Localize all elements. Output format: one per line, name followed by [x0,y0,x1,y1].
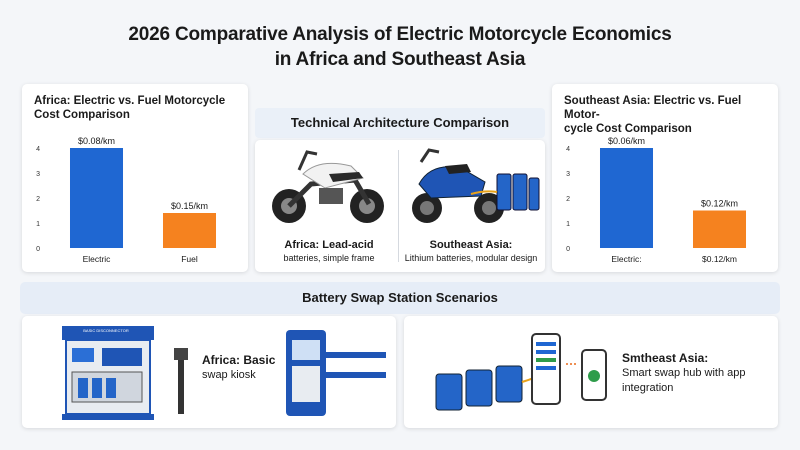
x-category-label: $0.12/km [702,254,737,264]
sea-caption-detail: Lithium batteries, modular design [404,253,538,263]
y-tick-label: 4 [36,146,40,153]
y-tick-label: 0 [36,246,40,253]
data-label: $0.08/km [78,136,115,146]
africa-architecture-caption: Africa: Lead-acid batteries, simple fram… [259,238,399,264]
swap-heading: Battery Swap Station Scenarios [20,282,780,314]
sea-chart-title-line-1: Southeast Asia: Electric vs. Fuel Motor- [564,95,742,121]
y-tick-label: 2 [36,196,40,203]
lithium-scooter-image [412,148,540,223]
africa-caption-detail: batteries, simple frame [283,253,375,263]
x-category-label: Electric: [611,254,641,264]
page-title-line-2: in Africa and Southeast Asia [274,49,526,70]
sea-chart-svg: 0 1 2 3 4 $0.06/km Electric: $0.12/km $0.12/km [566,136,747,264]
africa-chart-title: Africa: Electric vs. Fuel Motorcycle Cos… [34,94,244,122]
y-tick-label: 1 [566,221,570,228]
basic-swap-kiosk-image [62,326,188,420]
kiosk-sign-text: BASIC DISCONNECTOR [83,328,129,333]
architecture-card: Africa: Lead-acid batteries, simple fram… [255,140,545,272]
smart-swap-hub-image [435,333,607,411]
bar-electric [69,148,124,248]
x-category-label: Fuel [181,254,198,264]
sea-swap-caption: Smtheast Asia: Smart swap hub with app i… [622,350,746,396]
page-title-line-1: 2026 Comparative Analysis of Electric Mo… [128,24,672,45]
africa-swap-detail: swap kiosk [202,369,256,381]
africa-swap-title: Africa: Basic [202,353,276,367]
data-label: $0.06/km [608,136,645,146]
sea-architecture-caption: Southeast Asia: Lithium batteries, modul… [401,238,541,264]
sea-chart-title-line-2: cycle Cost Comparison [564,123,692,135]
sea-swap-detail-2: integration [622,382,674,394]
y-tick-label: 4 [566,146,570,153]
africa-chart-title-text: Africa: Electric vs. Fuel Motorcycle Cos… [34,95,226,121]
y-tick-label: 1 [36,221,40,228]
africa-swap-caption: Africa: Basic swap kiosk [202,352,275,383]
africa-swap-card: BASIC DISCONNECTOR Africa: Basic swap ki… [22,316,396,428]
architecture-heading: Technical Architecture Comparison [255,108,545,138]
swap-station-image [286,330,386,416]
sea-swap-detail-1: Smart swap hub with app [622,367,746,379]
sea-caption-title: Southeast Asia: [429,239,513,251]
architecture-divider [398,150,399,262]
bar-electric [599,148,654,248]
page-title: 2026 Comparative Analysis of Electric Mo… [0,22,800,72]
sea-swap-card: Smtheast Asia: Smart swap hub with app i… [404,316,778,428]
africa-chart-svg: 0 1 2 3 4 $0.08/km Electric $0.15/km Fuel [36,136,217,264]
sea-cost-chart: Southeast Asia: Electric vs. Fuel Motor-… [552,84,778,272]
bar-fuel [162,213,217,248]
bar-0-12-km [692,210,747,248]
sea-chart-title: Southeast Asia: Electric vs. Fuel Motor-… [564,94,778,136]
y-tick-label: 3 [566,171,570,178]
data-label: $0.12/km [701,199,738,209]
y-tick-label: 2 [566,196,570,203]
sea-swap-title: Smtheast Asia: [622,351,709,365]
data-label: $0.15/km [171,201,208,211]
y-tick-label: 3 [36,171,40,178]
x-category-label: Electric [83,254,112,264]
africa-cost-chart: Africa: Electric vs. Fuel Motorcycle Cos… [22,84,248,272]
y-tick-label: 0 [566,246,570,253]
africa-caption-title: Africa: Lead-acid [284,239,374,251]
lead-acid-motorcycle-image [272,150,384,223]
